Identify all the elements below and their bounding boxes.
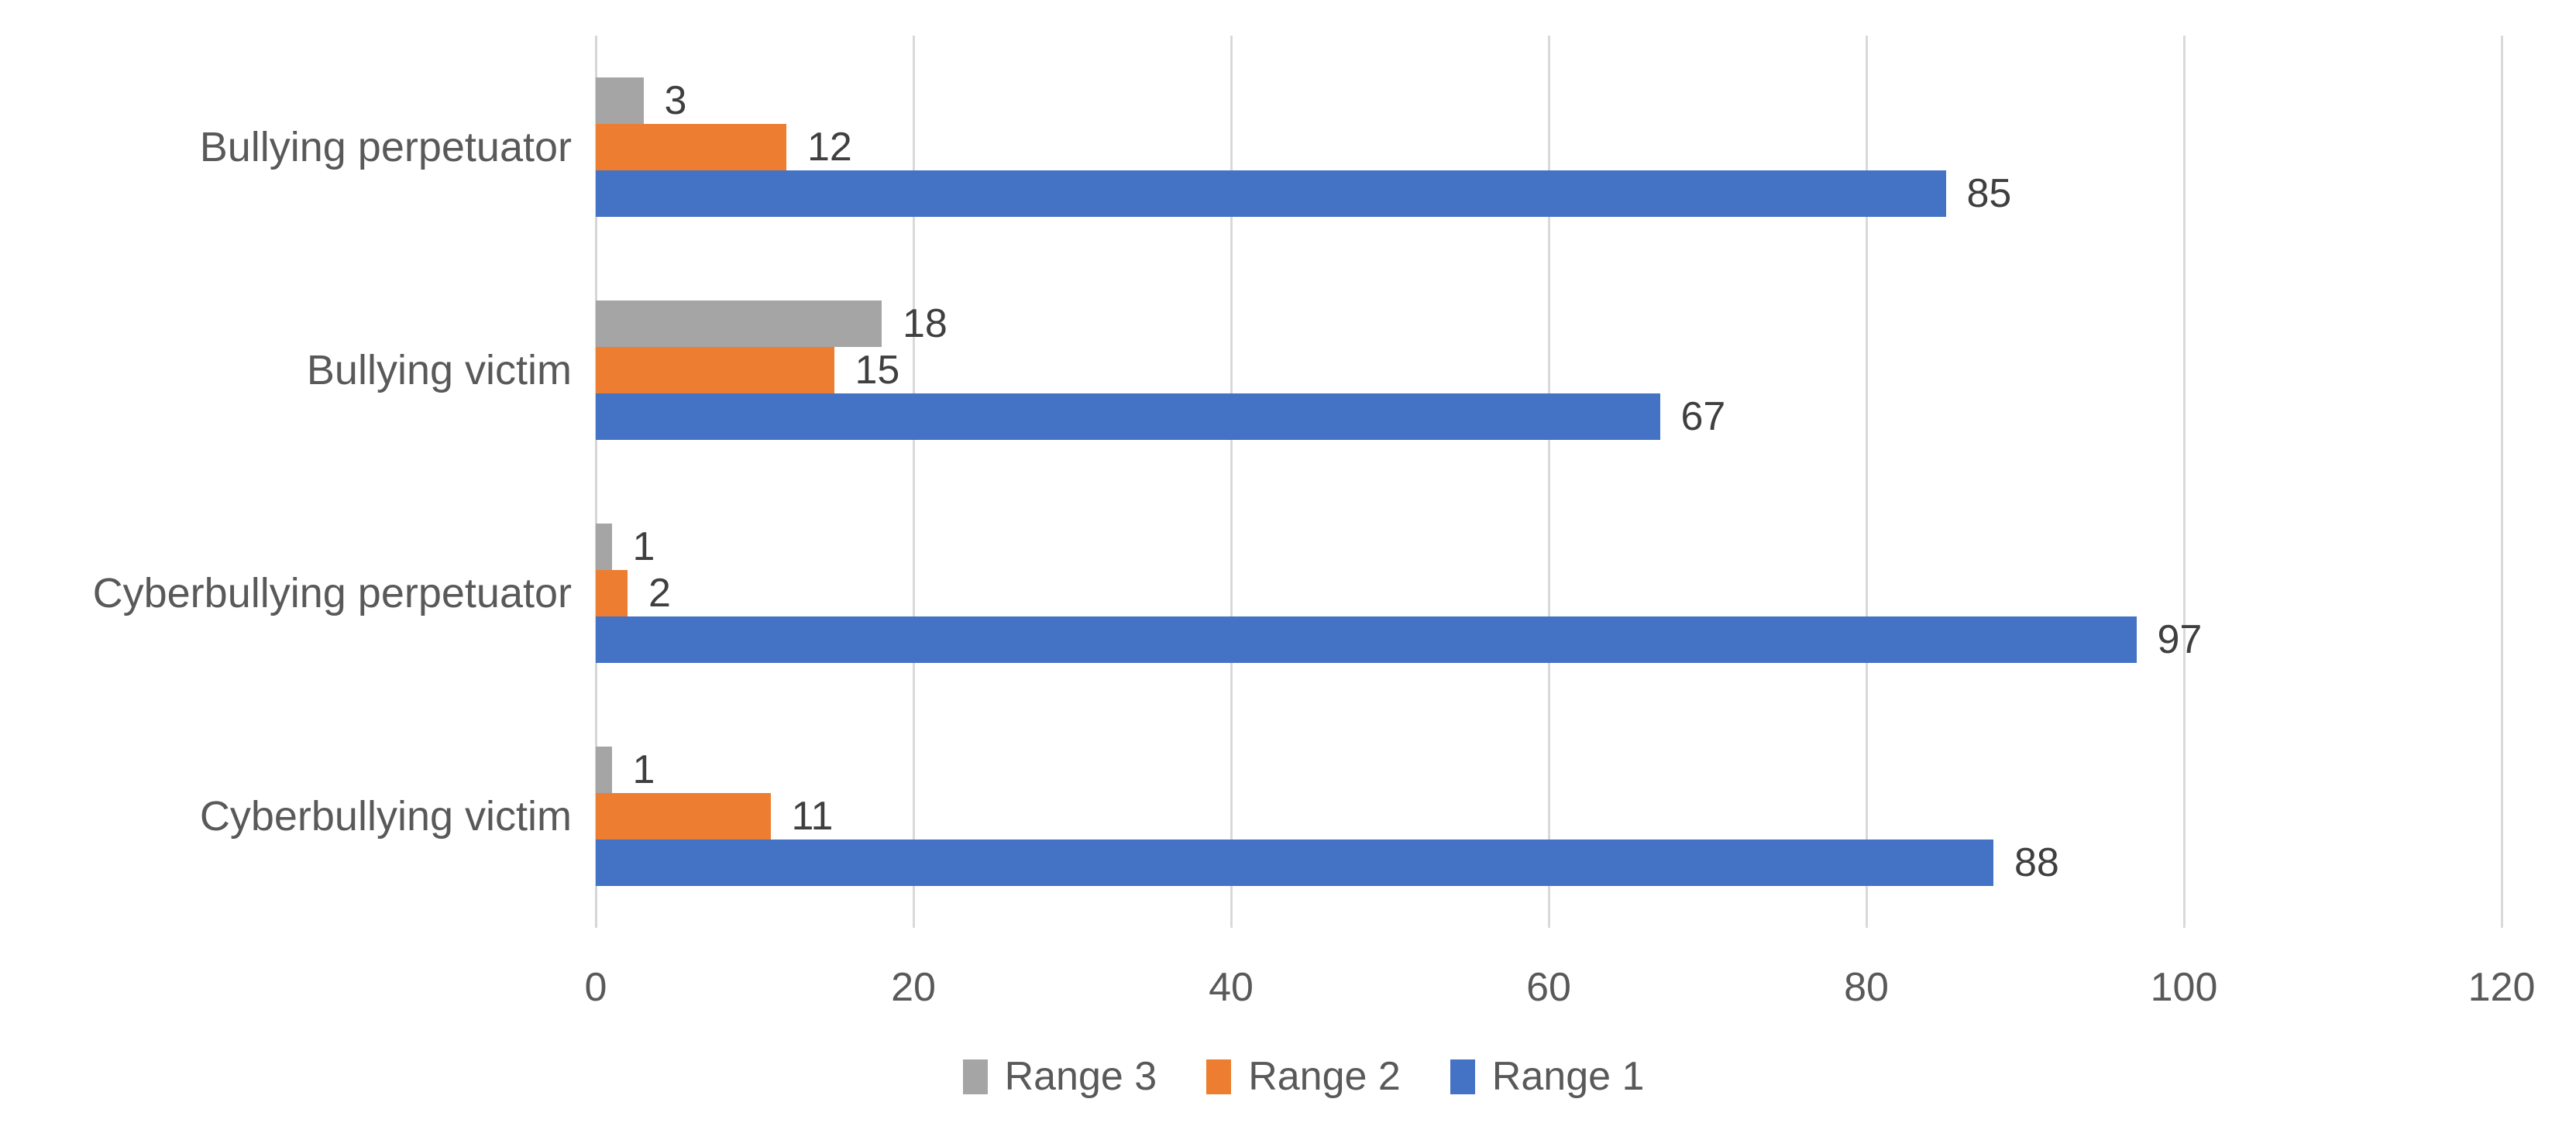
x-axis-tick-label: 100 [2150, 965, 2218, 1010]
bar-range-2 [596, 347, 834, 393]
x-axis-tick-label: 80 [1844, 965, 1889, 1010]
bar-range-3 [596, 524, 612, 570]
bar-range-3 [596, 77, 644, 124]
legend-marker-icon [1450, 1059, 1475, 1094]
gridline-x-100 [2182, 36, 2186, 928]
category-label: Bullying victim [306, 347, 572, 393]
legend-item-range-2: Range 2 [1206, 1053, 1401, 1100]
value-label: 15 [855, 348, 900, 393]
category-label: Cyberbullying perpetuator [92, 570, 572, 616]
x-axis-tick-label: 0 [584, 965, 607, 1010]
bar-range-1 [596, 393, 1660, 440]
bar-range-1 [596, 616, 2137, 663]
value-label: 88 [2014, 840, 2059, 885]
category-label: Cyberbullying victim [199, 793, 572, 840]
bar-range-1 [596, 170, 1946, 217]
legend-label: Range 2 [1248, 1054, 1401, 1099]
bar-range-2 [596, 124, 786, 170]
bar-range-1 [596, 840, 1993, 886]
legend-item-range-1: Range 1 [1450, 1053, 1645, 1100]
x-axis-tick-label: 60 [1526, 965, 1571, 1010]
x-axis-tick-label: 120 [2468, 965, 2536, 1010]
value-label: 1 [632, 747, 655, 792]
value-label: 1 [632, 524, 655, 569]
gridline-x-120 [2500, 36, 2503, 928]
legend-label: Range 1 [1491, 1054, 1645, 1099]
legend: Range 3 Range 2 Range 1 [0, 1053, 2576, 1100]
legend-marker-icon [962, 1059, 988, 1094]
gridline-x-40 [1230, 36, 1233, 928]
legend-marker-icon [1206, 1059, 1232, 1094]
x-axis-tick-label: 40 [1209, 965, 1254, 1010]
value-label: 3 [664, 78, 687, 123]
gridline-x-60 [1547, 36, 1550, 928]
value-label: 12 [807, 125, 852, 170]
y-axis-line [594, 36, 597, 928]
bar-range-3 [596, 747, 612, 793]
legend-item-range-3: Range 3 [962, 1053, 1157, 1100]
value-label: 67 [1680, 394, 1726, 439]
value-label: 97 [2157, 617, 2203, 662]
legend-label: Range 3 [1004, 1054, 1157, 1099]
x-axis-tick-label: 20 [891, 965, 936, 1010]
bar-range-3 [596, 300, 882, 347]
value-label: 2 [648, 571, 671, 616]
bar-range-2 [596, 570, 628, 616]
gridline-x-20 [912, 36, 915, 928]
value-label: 18 [903, 301, 948, 346]
value-label: 85 [1966, 171, 2012, 216]
value-label: 11 [791, 794, 834, 839]
gridline-x-80 [1865, 36, 1868, 928]
bar-range-2 [596, 793, 771, 840]
category-label: Bullying perpetuator [199, 124, 572, 170]
